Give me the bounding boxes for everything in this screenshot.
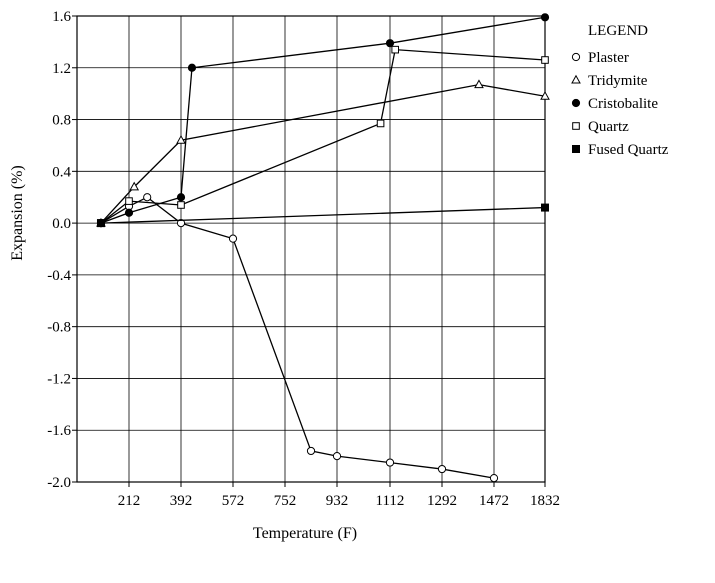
- plaster-point: [332, 452, 342, 461]
- legend-label-plaster: Plaster: [588, 50, 629, 66]
- x-tick-label: 932: [326, 493, 349, 509]
- y-axis-label: Expansion (%): [9, 165, 26, 261]
- legend-marker-tridymite: [571, 74, 581, 84]
- cristobalite-point: [176, 193, 186, 202]
- x-tick-label: 752: [274, 493, 297, 509]
- quartz-point: [376, 119, 385, 128]
- tridymite-point: [474, 79, 484, 89]
- x-tick-label: 392: [170, 493, 193, 509]
- y-tick-label: -1.2: [47, 371, 71, 387]
- legend-marker-plaster: [571, 52, 581, 62]
- x-axis-label: Temperature (F): [253, 525, 357, 542]
- y-tick-label: -2.0: [47, 475, 71, 491]
- y-axis-ticks: 1.6 1.2 0.8 0.4 0.0 -0.4 -0.8 -1.2 -1.6 -2.0: [47, 9, 77, 491]
- plaster-point: [228, 234, 238, 243]
- legend-label-cristobalite: Cristobalite: [588, 96, 658, 112]
- x-axis-ticks: 212 392 572 752 932 1112 1292 1472 1832: [118, 482, 560, 509]
- x-tick-label: 1292: [427, 493, 457, 509]
- x-tick-label: 212: [118, 493, 141, 509]
- plot-frame: [76, 15, 546, 483]
- fused-quartz-point: [541, 203, 549, 212]
- tridymite-point: [129, 181, 140, 191]
- quartz-line: [100, 48, 546, 224]
- cristobalite-point: [385, 39, 395, 48]
- y-tick-label: -0.8: [47, 320, 71, 336]
- series-fused-quartz: [96, 203, 549, 228]
- y-tick-label: 0.4: [52, 164, 71, 180]
- plaster-point: [143, 193, 152, 202]
- plaster-point: [489, 474, 499, 483]
- cristobalite-point: [540, 13, 550, 22]
- x-tick-label: 1472: [479, 493, 509, 509]
- y-tick-label: -1.6: [47, 423, 71, 439]
- tridymite-point: [176, 135, 186, 144]
- cristobalite-point: [124, 208, 134, 217]
- plaster-point: [306, 446, 316, 456]
- x-tick-label: 572: [222, 493, 245, 509]
- series-quartz: [97, 45, 549, 227]
- tridymite-line: [100, 83, 546, 224]
- legend-label-quartz: Quartz: [588, 119, 629, 135]
- y-tick-label: 0.8: [52, 113, 71, 129]
- legend-marker-cristobalite: [571, 98, 581, 108]
- quartz-point: [177, 201, 185, 209]
- cristobalite-point: [187, 63, 197, 72]
- x-tick-label: 1112: [376, 493, 405, 509]
- legend-marker-quartz: [572, 122, 580, 130]
- legend-title: LEGEND: [588, 23, 648, 39]
- series-group: [96, 13, 550, 483]
- y-tick-label: 1.2: [52, 61, 71, 77]
- y-tick-label: -0.4: [47, 268, 71, 284]
- quartz-point: [125, 197, 133, 205]
- grid-lines: [77, 16, 545, 482]
- tridymite-point: [540, 91, 550, 100]
- plaster-point: [176, 219, 186, 228]
- quartz-point: [391, 45, 399, 54]
- legend-label-tridymite: Tridymite: [588, 73, 648, 89]
- series-cristobalite: [96, 13, 550, 228]
- fused-quartz-point: [96, 219, 105, 228]
- cristobalite-line: [100, 16, 546, 224]
- legend-label-fused-quartz: Fused Quartz: [588, 142, 669, 158]
- y-tick-label: 0.0: [52, 216, 71, 232]
- plaster-line: [100, 196, 495, 479]
- plaster-point: [385, 458, 395, 467]
- y-tick-label: 1.6: [52, 9, 71, 25]
- legend: LEGEND Plaster Tridymite Cristobalite Quart…: [571, 23, 669, 158]
- quartz-point: [541, 56, 549, 64]
- plaster-point: [437, 464, 447, 474]
- legend-marker-fused-quartz: [572, 145, 580, 153]
- series-plaster: [96, 193, 499, 483]
- x-tick-label: 1832: [530, 493, 560, 509]
- fused-quartz-line: [100, 206, 546, 224]
